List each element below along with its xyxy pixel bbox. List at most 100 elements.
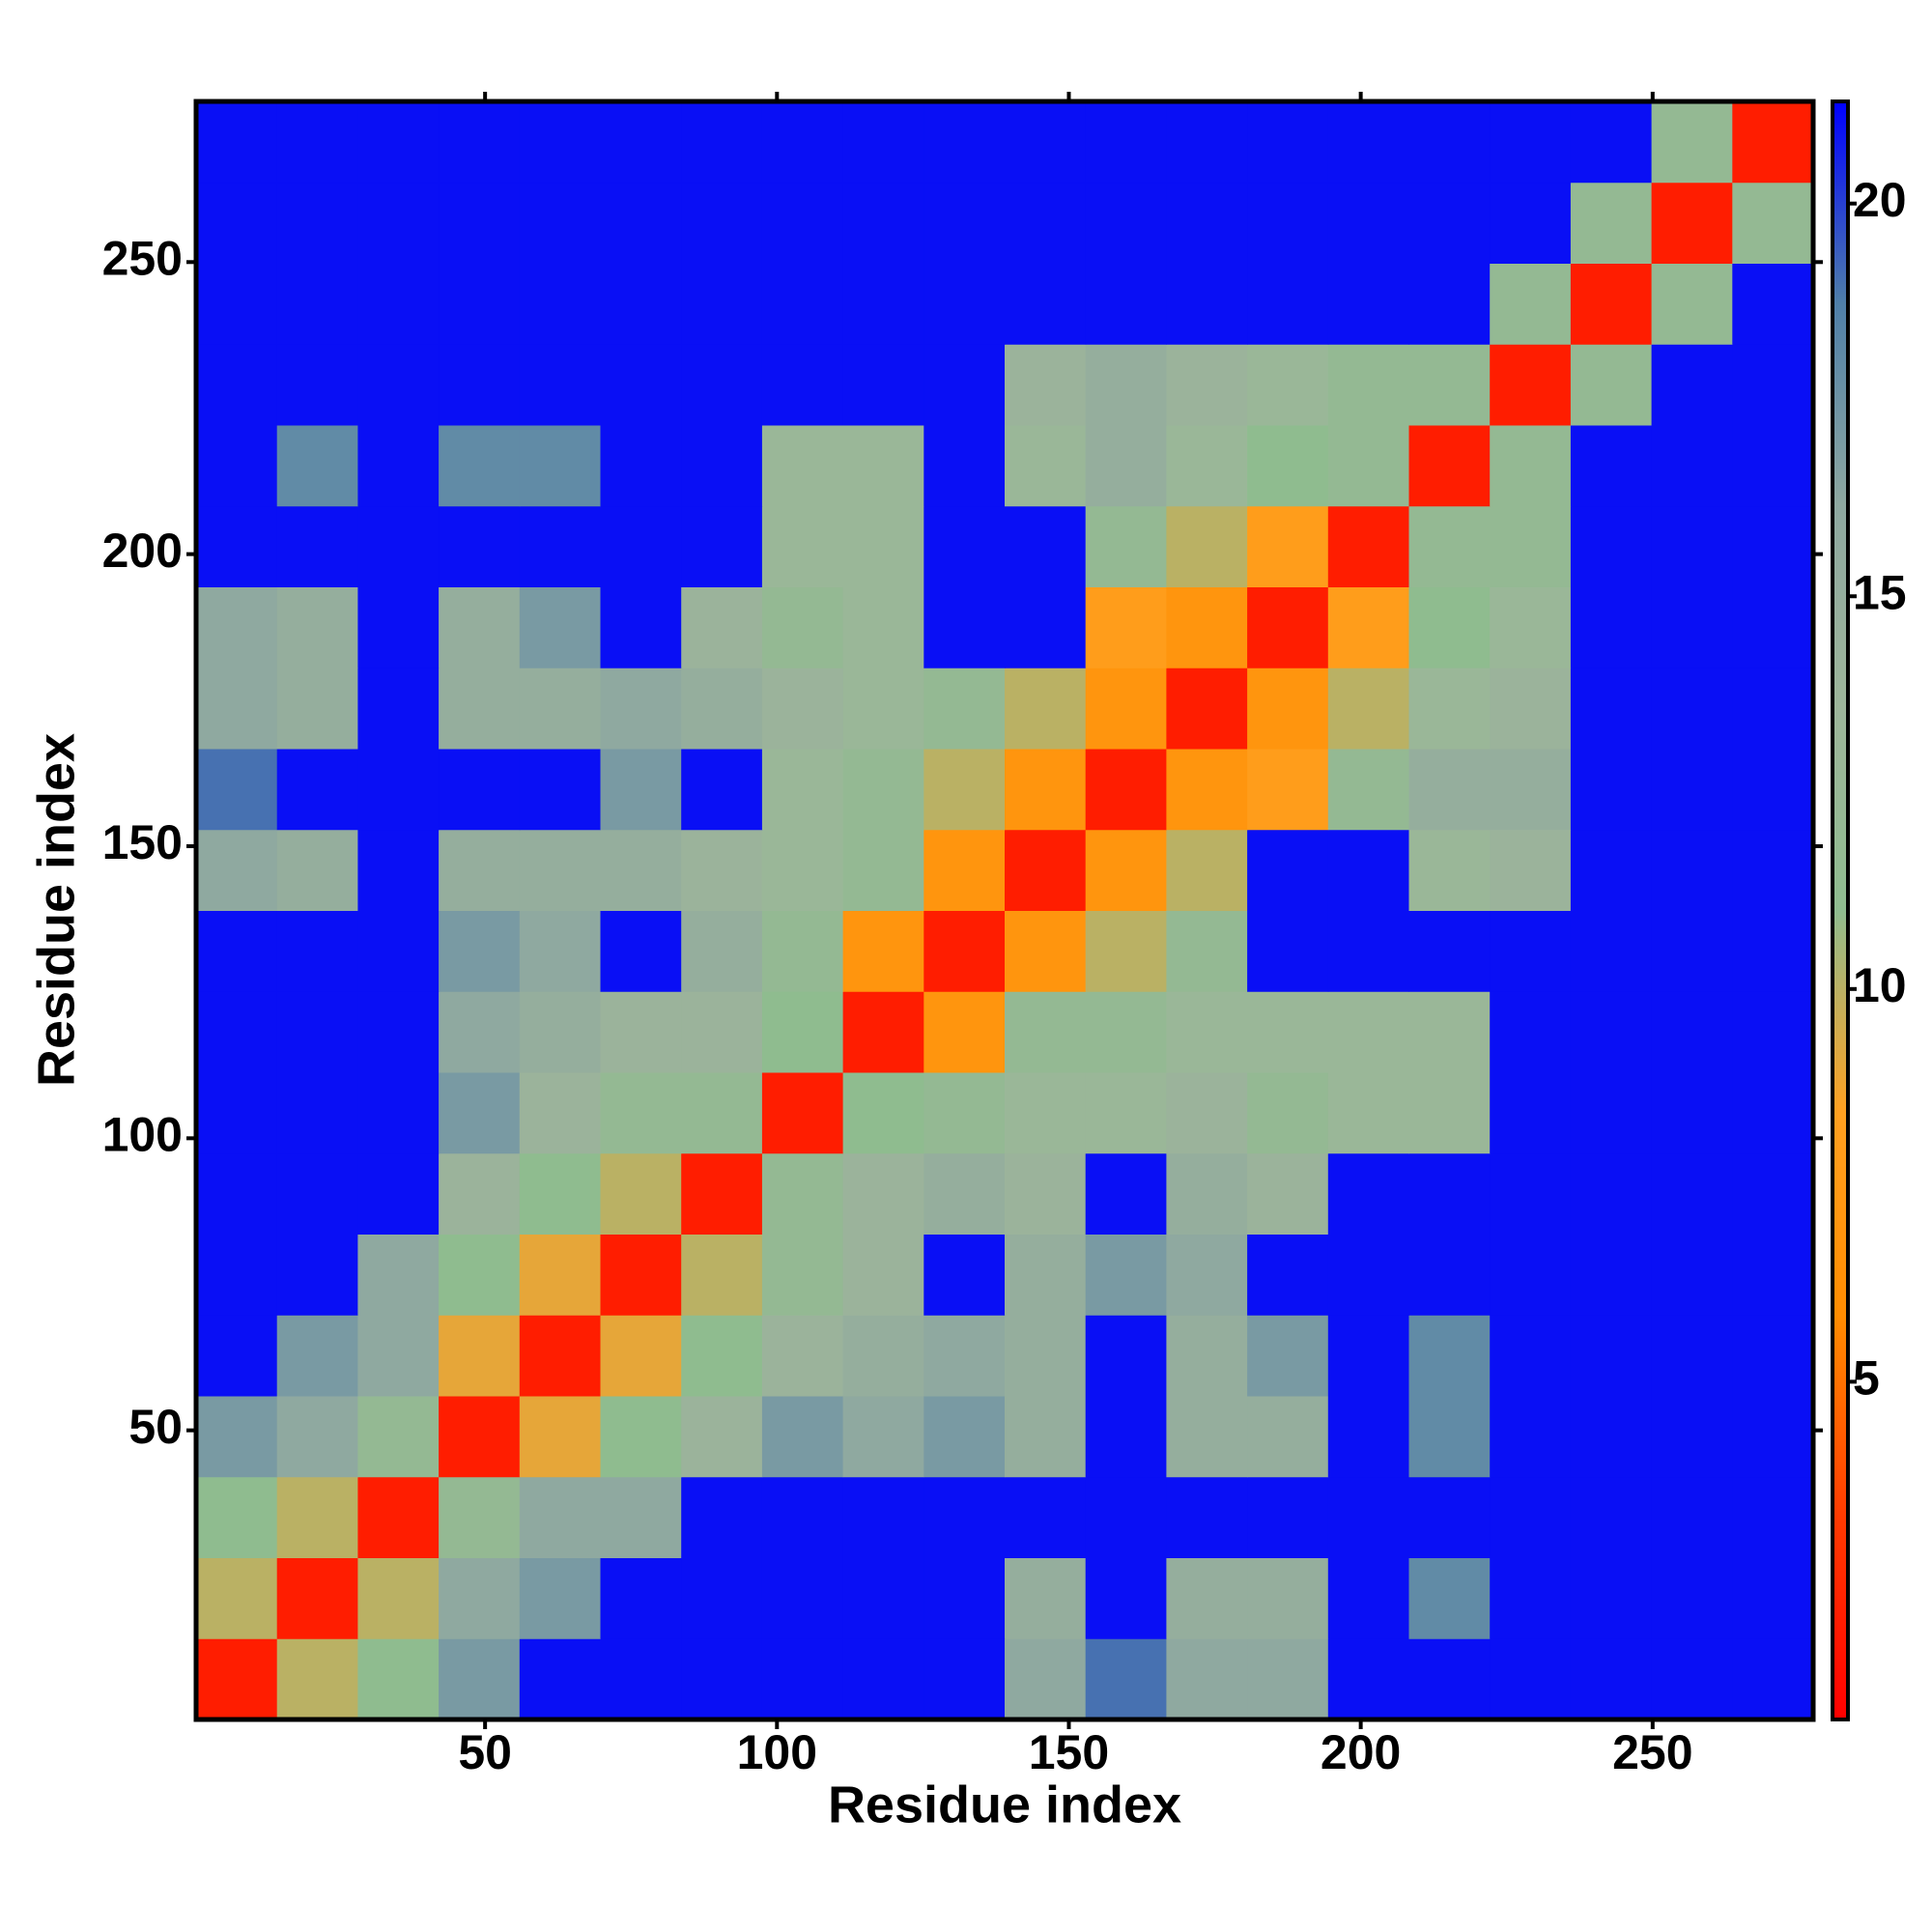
- heat-cell: [1570, 1234, 1653, 1316]
- heat-cell: [1651, 1152, 1733, 1235]
- heat-cell: [1570, 991, 1653, 1073]
- heat-cell: [923, 425, 1006, 507]
- heat-cell: [276, 910, 358, 992]
- heat-cell: [1247, 749, 1329, 831]
- heat-cell: [681, 910, 763, 992]
- heat-cell: [1490, 1315, 1572, 1397]
- heat-cell: [1408, 1557, 1491, 1639]
- heat-cell: [681, 991, 763, 1073]
- heat-cell: [439, 1315, 521, 1397]
- heat-cell: [357, 425, 440, 507]
- heat-cell: [1732, 101, 1814, 184]
- x-tick-label: 150: [1029, 1725, 1109, 1779]
- heat-cell: [681, 1315, 763, 1397]
- heat-cell: [1247, 1315, 1329, 1397]
- heat-cell: [1005, 1315, 1087, 1397]
- heat-cell: [357, 829, 440, 911]
- heat-cell: [1085, 910, 1167, 992]
- heat-cell: [761, 505, 844, 587]
- heat-cell: [761, 1234, 844, 1316]
- heat-cell: [1166, 263, 1248, 345]
- heat-cell: [1651, 182, 1733, 264]
- heat-cell: [842, 749, 924, 831]
- heat-cell: [923, 1476, 1006, 1558]
- heat-cell: [1570, 101, 1653, 184]
- heat-cell: [1490, 749, 1572, 831]
- heat-cell: [276, 101, 358, 184]
- heat-cell: [1732, 1072, 1814, 1154]
- heat-cell: [1651, 1072, 1733, 1154]
- heat-cell: [276, 586, 358, 668]
- heat-cell: [519, 668, 601, 750]
- heat-cell: [1247, 1072, 1329, 1154]
- heat-cell: [842, 101, 924, 184]
- heat-cell: [196, 505, 278, 587]
- heat-cell: [681, 1234, 763, 1316]
- heat-cell: [923, 344, 1006, 426]
- y-tick-label: 50: [128, 1400, 183, 1454]
- y-tick-label: 150: [102, 815, 183, 869]
- heat-cell: [923, 1072, 1006, 1154]
- heat-cell: [1490, 263, 1572, 345]
- heat-cell: [1570, 668, 1653, 750]
- heat-cell: [1327, 586, 1409, 668]
- heat-cell: [1570, 344, 1653, 426]
- heat-cell: [1651, 586, 1733, 668]
- heat-cell: [1570, 586, 1653, 668]
- heat-cell: [1651, 1234, 1733, 1316]
- heat-cell: [761, 668, 844, 750]
- heat-cell: [1732, 1234, 1814, 1316]
- heat-cell: [1166, 668, 1248, 750]
- heat-cell: [1651, 1315, 1733, 1397]
- y-tick-label: 100: [102, 1108, 183, 1162]
- heat-cell: [1247, 101, 1329, 184]
- heat-cell: [1732, 1152, 1814, 1235]
- heat-cell: [761, 1638, 844, 1720]
- heat-cell: [357, 263, 440, 345]
- colorbar-tick-label: 5: [1853, 1351, 1880, 1406]
- heat-cell: [1005, 1234, 1087, 1316]
- heat-cell: [761, 1557, 844, 1639]
- heat-cell: [1732, 1476, 1814, 1558]
- heat-cell: [196, 263, 278, 345]
- heat-cell: [439, 668, 521, 750]
- heat-cell: [519, 344, 601, 426]
- heat-cell: [1005, 668, 1087, 750]
- heat-cell: [842, 1315, 924, 1397]
- heat-cell: [196, 668, 278, 750]
- heat-cell: [1247, 668, 1329, 750]
- heat-cell: [1005, 749, 1087, 831]
- heat-cell: [681, 263, 763, 345]
- heat-cell: [357, 1638, 440, 1720]
- heat-cell: [196, 749, 278, 831]
- heat-cell: [761, 182, 844, 264]
- heat-cell: [439, 101, 521, 184]
- heat-cell: [1490, 1234, 1572, 1316]
- heat-cell: [1085, 1396, 1167, 1478]
- heat-cell: [1408, 101, 1491, 184]
- heat-cell: [1327, 182, 1409, 264]
- colorbar-tick-label: 10: [1853, 958, 1907, 1012]
- heat-cell: [357, 182, 440, 264]
- heat-cell: [1570, 1152, 1653, 1235]
- y-tick-label: 250: [102, 231, 183, 285]
- heat-cell: [842, 1557, 924, 1639]
- heat-cell: [681, 586, 763, 668]
- heat-cell: [1732, 829, 1814, 911]
- heat-cell: [276, 668, 358, 750]
- heat-cell: [1408, 1476, 1491, 1558]
- heat-cell: [600, 263, 682, 345]
- x-axis-title: Residue index: [828, 1776, 1181, 1833]
- x-tick-label: 250: [1612, 1725, 1692, 1779]
- heat-cell: [439, 1072, 521, 1154]
- heat-cell: [439, 505, 521, 587]
- heat-cell: [1005, 1557, 1087, 1639]
- heat-cell: [600, 1638, 682, 1720]
- heat-cell: [1570, 263, 1653, 345]
- heat-cell: [1570, 1476, 1653, 1558]
- heat-cell: [1651, 344, 1733, 426]
- heat-cell: [1327, 1152, 1409, 1235]
- heat-cell: [1570, 1072, 1653, 1154]
- heat-cell: [1085, 1638, 1167, 1720]
- heat-cell: [1166, 1476, 1248, 1558]
